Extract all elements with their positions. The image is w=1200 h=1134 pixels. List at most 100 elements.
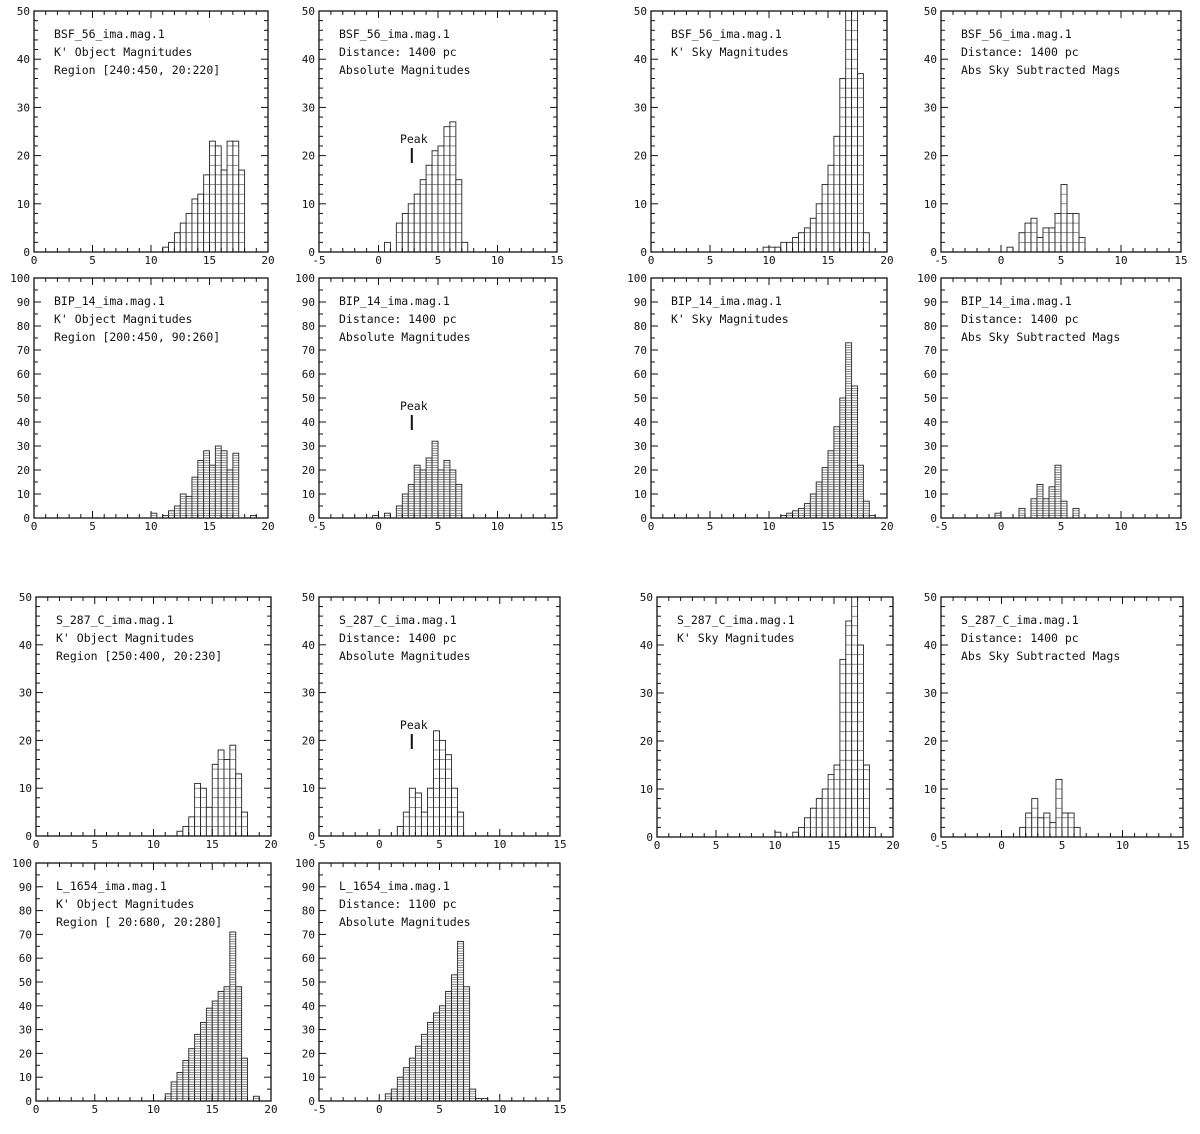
x-tick-label: 10 [144,520,157,533]
x-tick-label: 0 [998,520,1005,533]
x-tick-label: 5 [89,520,96,533]
y-tick-label: 20 [17,464,30,477]
histogram-bar [191,476,199,519]
x-tick-label: 0 [376,1103,383,1116]
histogram-bar [851,596,859,838]
histogram-bar [229,744,237,837]
panel-label-line: BSF_56_ima.mag.1 [339,27,450,41]
histogram-bar [437,145,445,253]
x-tick-label: 10 [762,254,775,267]
y-tick-label: 0 [646,831,653,844]
panel-label-line: K' Sky Magnitudes [677,631,795,645]
panel-label-line: BIP_14_ima.mag.1 [961,294,1072,308]
y-tick-label: 100 [295,272,315,285]
y-tick-label: 70 [17,344,30,357]
histogram-bar [792,237,799,253]
y-tick-label: 50 [19,976,32,989]
y-tick-label: 30 [640,687,653,700]
x-tick-label: 20 [261,520,274,533]
x-tick-label: 0 [375,254,382,267]
y-tick-label: 60 [634,368,647,381]
peak-label: Peak [400,132,428,146]
y-tick-label: 80 [19,905,32,918]
y-tick-label: 30 [19,687,32,700]
histogram-bar [857,73,864,253]
histogram-bar [1024,222,1032,253]
histogram-bar [821,788,829,838]
x-tick-label: 20 [880,254,893,267]
panel-label-line: Distance: 1400 pc [961,631,1079,645]
y-tick-label: 40 [302,1000,315,1013]
histogram-bar [851,10,858,253]
y-tick-label: 10 [924,783,937,796]
x-tick-label: 0 [654,839,661,852]
histogram-bar [395,505,403,519]
histogram-bar [226,140,234,253]
histogram-bar [815,203,823,253]
y-tick-label: 20 [924,150,937,163]
y-tick-label: 50 [640,591,653,604]
y-tick-label: 40 [19,1000,32,1013]
panel-label-line: K' Object Magnitudes [56,631,194,645]
histogram-bar [194,782,201,837]
y-tick-label: 100 [627,272,647,285]
y-tick-label: 40 [302,639,315,652]
histogram-bar [209,140,216,253]
histogram-bar [164,1093,172,1102]
y-tick-label: 80 [302,905,315,918]
x-tick-label: -5 [312,254,325,267]
histogram-bar [425,164,433,253]
panel-label-line: BSF_56_ima.mag.1 [671,27,782,41]
x-tick-label: 0 [33,1103,40,1116]
panel-label-line: Region [200:450, 90:260] [54,330,220,344]
x-tick-label: 20 [264,1103,277,1116]
x-tick-label: -5 [312,838,325,851]
y-tick-label: 30 [924,101,937,114]
x-tick-label: 10 [762,520,775,533]
x-tick-label: 10 [144,254,157,267]
histogram-bar [786,241,794,253]
histogram-bar [433,1012,440,1102]
panel-label-line: S_287_C_ima.mag.1 [56,613,174,627]
y-tick-label: 90 [924,296,937,309]
histogram-bar [1042,227,1050,253]
x-tick-label: 5 [1059,839,1066,852]
histogram-bar [414,1045,422,1102]
x-tick-label: 15 [553,838,566,851]
histogram-bar [1048,227,1056,253]
x-tick-label: 10 [1114,520,1127,533]
y-tick-label: 70 [19,928,32,941]
histogram-bar [809,807,817,838]
histogram-panel: 0 5 10 15 20 0 10 20 30 40 50 BSF_56_ima.mag.1 K' Sk… [634,5,894,267]
panel-label-line: BIP_14_ima.mag.1 [54,294,165,308]
y-tick-label: 10 [302,488,315,501]
histogram-bar [407,203,415,253]
panel-label-line: Absolute Magnitudes [339,63,471,77]
panel-label-line: K' Sky Magnitudes [671,312,789,326]
y-tick-label: 0 [640,512,647,525]
x-tick-label: 15 [206,1103,219,1116]
x-tick-label: 20 [886,839,899,852]
y-tick-label: 50 [302,591,315,604]
histogram-bar [185,495,193,519]
histogram-bar [868,826,876,838]
histogram-bar [211,763,219,837]
x-tick-label: 0 [648,520,655,533]
y-tick-label: 30 [302,440,315,453]
y-tick-label: 20 [19,1047,32,1060]
x-tick-label: 20 [880,520,893,533]
y-tick-label: 0 [930,512,937,525]
x-tick-label: 15 [550,520,563,533]
y-tick-label: 80 [17,320,30,333]
x-tick-label: 15 [821,520,834,533]
histogram-bar [443,126,451,253]
y-tick-label: 40 [302,416,315,429]
panel-label-line: Abs Sky Subtracted Mags [961,63,1120,77]
panel-label-line: Abs Sky Subtracted Mags [961,330,1120,344]
histogram-bar [827,164,835,253]
histogram-bar [168,241,175,253]
x-tick-label: 15 [203,254,216,267]
histogram-bar [1078,237,1086,253]
histogram-panel: 0 5 10 15 20 0 10 20 30 40 50 S_287_C_ima.mag.1 K' O… [19,591,278,851]
